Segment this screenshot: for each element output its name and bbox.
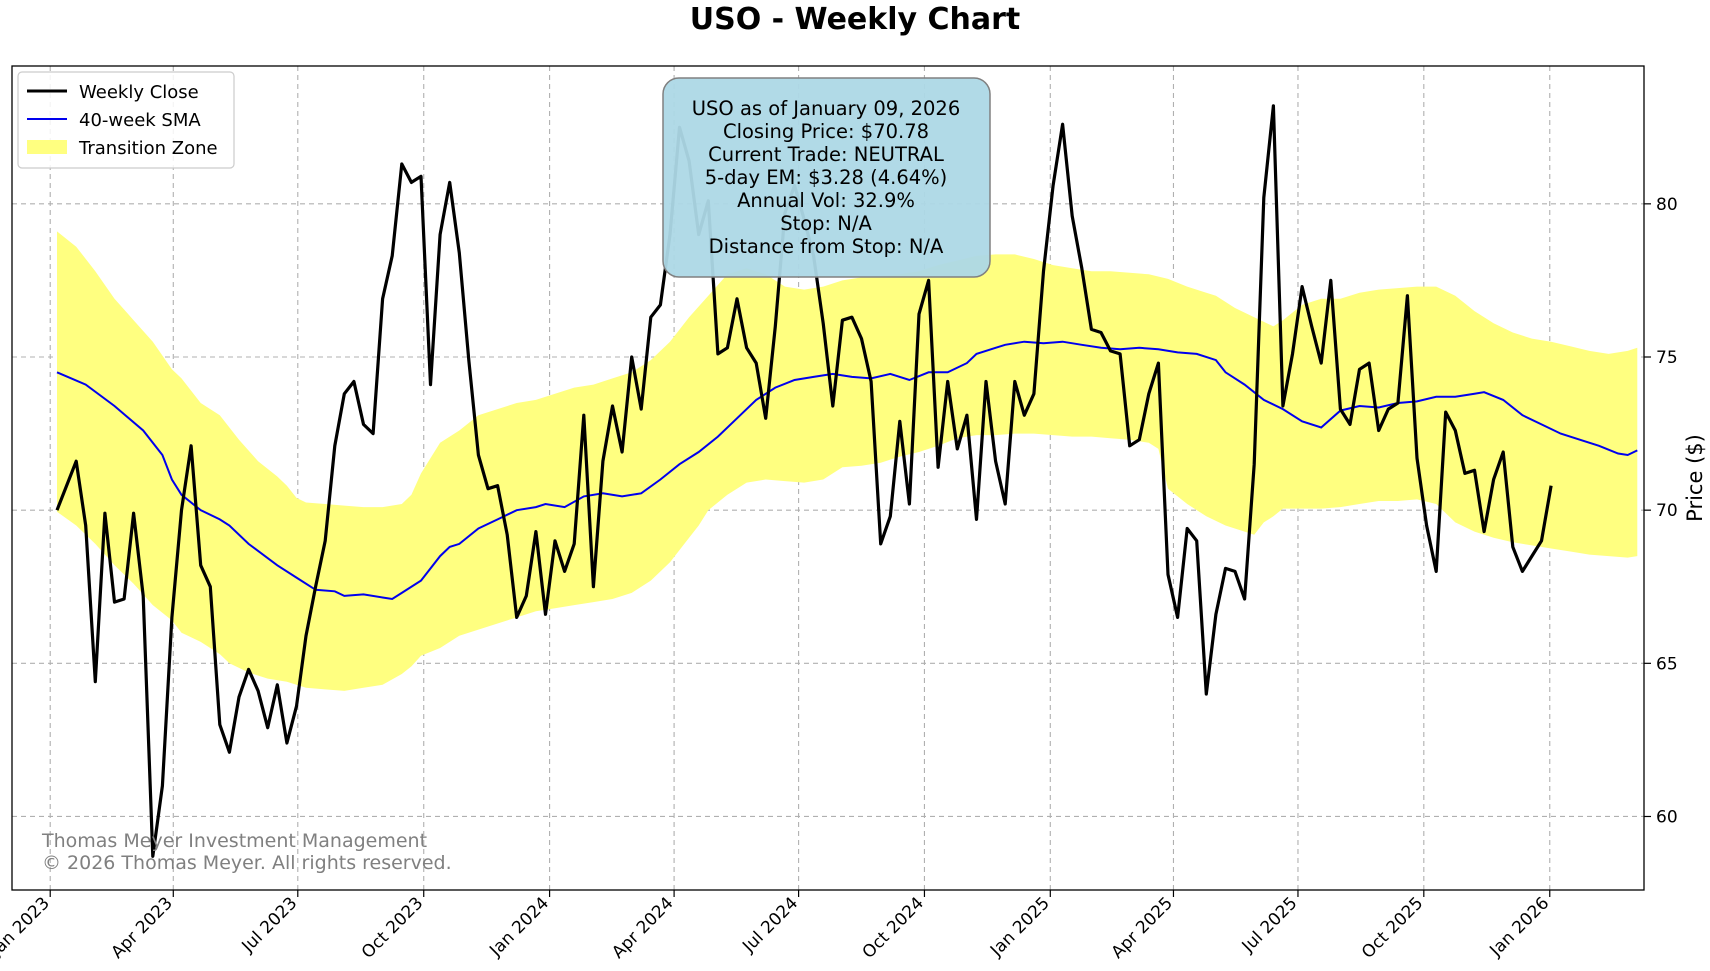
sma-line <box>56 340 1638 601</box>
info-line-annual-vol: Annual Vol: 32.9% <box>737 189 915 212</box>
x-tick-label: Oct 2025 <box>1358 893 1427 962</box>
y-axis: 60 65 70 75 80 <box>1644 195 1678 827</box>
x-tick-label: Apr 2024 <box>608 893 677 962</box>
chart-title: USO - Weekly Chart <box>689 2 1021 37</box>
info-box-frame <box>662 77 991 278</box>
info-box: USO as of January 09, 2026 Closing Price… <box>662 77 991 278</box>
x-tick-label: Oct 2023 <box>358 893 427 962</box>
legend-frame <box>17 71 235 169</box>
x-tick-label: Apr 2025 <box>1108 893 1177 962</box>
y-tick-label: 70 <box>1656 501 1678 521</box>
legend-label-weekly-close: Weekly Close <box>79 82 199 103</box>
legend-label-transition-zone: Transition Zone <box>78 138 218 159</box>
legend-label-sma: 40-week SMA <box>79 110 201 131</box>
y-tick-label: 80 <box>1656 195 1678 215</box>
watermark: Thomas Meyer Investment Management © 202… <box>41 830 452 874</box>
transition-zone-area <box>57 231 1638 691</box>
y-tick-label: 65 <box>1656 654 1678 674</box>
y-axis-label: Price ($) <box>1683 434 1707 522</box>
info-line-closing-price: Closing Price: $70.78 <box>723 120 929 143</box>
info-line-current-trade: Current Trade: NEUTRAL <box>708 143 944 166</box>
x-tick-label: Jan 2023 <box>0 893 54 961</box>
info-line-date: USO as of January 09, 2026 <box>692 97 960 120</box>
x-tick-label: Jul 2025 <box>1238 893 1302 957</box>
y-tick-label: 60 <box>1656 807 1678 827</box>
x-tick-label: Jul 2023 <box>238 893 302 957</box>
x-axis: Jan 2023 Apr 2023 Jul 2023 Oct 2023 Jan 2024… <box>0 890 1553 963</box>
plot-area <box>11 65 1645 891</box>
info-line-expected-move: 5-day EM: $3.28 (4.64%) <box>705 166 948 189</box>
legend: Weekly Close 40-week SMA Transition Zone <box>17 71 235 169</box>
x-tick-label: Apr 2023 <box>107 893 176 962</box>
legend-swatch-transition-zone <box>27 140 67 154</box>
info-line-stop: Stop: N/A <box>780 212 872 235</box>
x-tick-label: Jul 2024 <box>738 893 802 957</box>
watermark-company: Thomas Meyer Investment Management <box>41 830 427 852</box>
watermark-copyright: © 2026 Thomas Meyer. All rights reserved… <box>42 852 452 874</box>
x-tick-label: Jan 2025 <box>986 893 1054 961</box>
x-tick-label: Oct 2024 <box>859 893 928 962</box>
x-tick-label: Jan 2024 <box>485 893 553 961</box>
x-tick-label: Jan 2026 <box>1485 893 1553 961</box>
y-tick-label: 75 <box>1656 348 1678 368</box>
info-line-distance-from-stop: Distance from Stop: N/A <box>709 235 944 258</box>
